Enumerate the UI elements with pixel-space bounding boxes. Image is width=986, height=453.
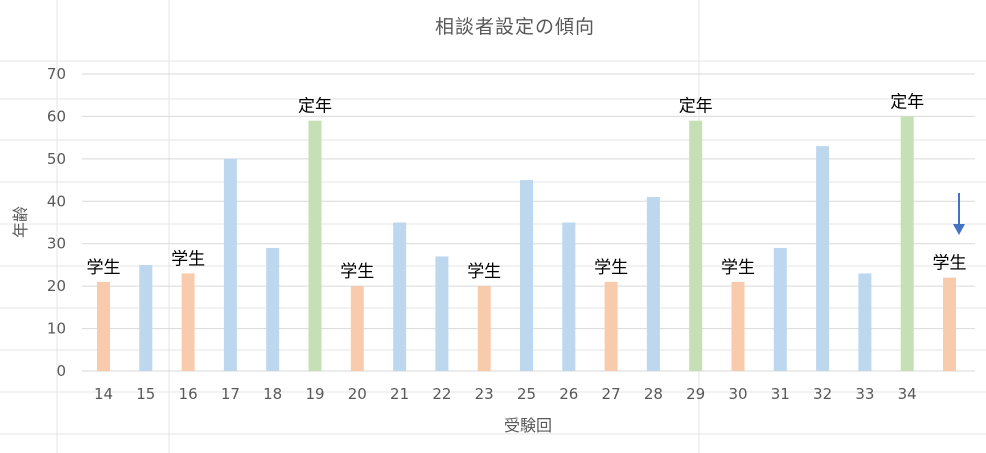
bar [858,273,872,371]
bar [181,273,195,371]
bar [223,158,237,371]
bar [943,277,956,371]
data-label: 定年 [679,97,713,117]
bar [900,116,914,371]
bar [646,197,660,371]
bar [435,256,449,371]
bar [520,180,533,371]
data-label: 学生 [933,254,967,274]
x-tick-label: 25 [517,385,536,403]
bar [773,247,787,371]
x-tick-label: 28 [644,385,663,403]
x-tick-label: 15 [136,385,155,403]
bar [393,222,407,371]
annotation-arrow [953,193,965,235]
x-tick-label: 18 [263,385,282,403]
data-label: 学生 [87,258,121,278]
y-tick-label: 70 [47,65,66,83]
data-label: 定年 [298,97,332,117]
y-tick-label: 40 [47,192,66,210]
y-tick-label: 20 [47,277,66,295]
bar [477,286,491,371]
data-label: 学生 [594,258,628,278]
x-tick-label: 19 [305,385,324,403]
x-tick-label: 23 [475,385,494,403]
x-tick-label: 29 [686,385,705,403]
chart-title: 相談者設定の傾向 [435,16,595,38]
x-tick-label: 34 [898,385,917,403]
bar [689,120,703,372]
bar [266,247,280,371]
x-tick-label: 33 [855,385,874,403]
y-tick-labels: 0 10 20 30 40 50 60 70 [47,65,66,380]
x-axis-title: 受験回 [504,416,552,435]
bar [97,281,110,371]
data-label: 定年 [890,92,924,112]
x-tick-label: 17 [221,385,240,403]
bar [139,264,153,371]
bar [816,146,830,371]
bars [97,116,956,372]
x-tick-label: 27 [602,385,621,403]
x-tick-label: 31 [771,385,790,403]
x-tick-label: 30 [728,385,747,403]
data-label: 学生 [721,258,755,278]
y-tick-label: 0 [56,362,66,380]
bar [308,120,322,372]
x-tick-labels: 14 15 16 17 18 19 20 21 22 23 25 26 27 28 29 30 31 32 33 34 [94,385,917,403]
x-tick-label: 22 [432,385,451,403]
x-tick-label: 14 [94,385,113,403]
y-tick-label: 10 [47,320,66,338]
data-label: 学生 [340,262,374,282]
y-tick-label: 30 [47,235,66,253]
y-tick-label: 50 [47,150,66,168]
bar [350,286,364,371]
bar [731,281,745,371]
x-tick-label: 16 [179,385,198,403]
data-label: 学生 [467,262,501,282]
arrow-head-icon [953,224,965,235]
bar [562,222,576,371]
x-tick-label: 21 [390,385,409,403]
y-tick-label: 60 [47,107,66,125]
x-tick-label: 32 [813,385,832,403]
x-tick-label: 26 [559,385,578,403]
bar [604,281,618,371]
y-axis-title: 年齢 [11,206,30,238]
data-label: 学生 [171,249,205,269]
x-tick-label: 20 [348,385,367,403]
